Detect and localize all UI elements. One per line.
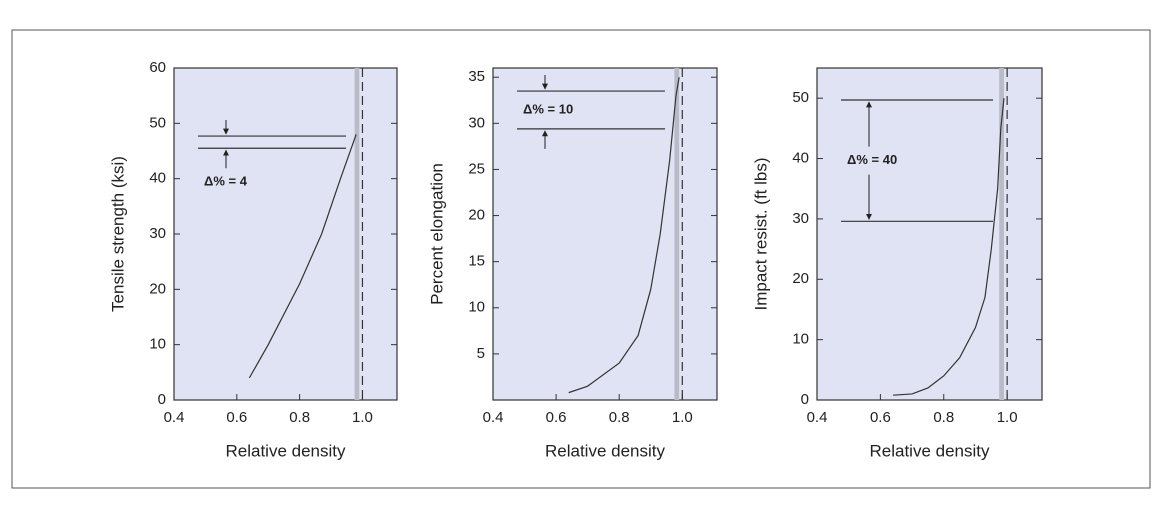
y-axis-label: Percent elongation (427, 163, 446, 305)
x-axis-label: Relative density (545, 441, 666, 460)
density-band (354, 68, 360, 400)
x-tick-label: 0.4 (164, 409, 185, 426)
plot-area (173, 67, 398, 401)
y-tick-label: 30 (468, 114, 485, 131)
y-tick-label: 10 (468, 299, 485, 316)
annotation: Δ% = 4 (204, 174, 248, 189)
y-tick-label: 20 (468, 207, 485, 224)
y-tick-label: 30 (149, 225, 166, 242)
x-tick-label: 0.8 (933, 409, 954, 426)
y-tick-label: 50 (149, 114, 166, 131)
y-tick-label: 30 (792, 210, 809, 227)
y-tick-label: 20 (149, 280, 166, 297)
y-tick-label: 10 (792, 331, 809, 348)
x-tick-label: 0.4 (483, 409, 504, 426)
annotation: Δ% = 10 (523, 101, 573, 116)
plot-area (492, 67, 718, 401)
y-tick-label: 50 (792, 89, 809, 106)
y-tick-label: 0 (158, 391, 166, 408)
y-tick-label: 0 (801, 391, 809, 408)
x-axis-label: Relative density (225, 441, 346, 460)
density-band (999, 68, 1004, 400)
x-tick-label: 0.6 (226, 409, 247, 426)
x-tick-label: 1.0 (997, 409, 1018, 426)
x-axis-label: Relative density (869, 441, 990, 460)
y-tick-label: 15 (468, 253, 485, 270)
y-tick-label: 60 (149, 59, 166, 76)
y-tick-label: 40 (792, 150, 809, 167)
curve (893, 98, 1005, 396)
x-tick-label: 0.8 (289, 409, 310, 426)
y-tick-label: 35 (468, 68, 485, 85)
y-tick-label: 25 (468, 160, 485, 177)
x-tick-label: 0.4 (807, 409, 828, 426)
annotation-bg (845, 151, 900, 169)
y-tick-label: 20 (792, 270, 809, 287)
curve (568, 77, 680, 394)
plot-area (816, 67, 1043, 401)
x-tick-label: 1.0 (352, 409, 373, 426)
x-tick-label: 0.6 (546, 409, 567, 426)
y-tick-label: 40 (149, 170, 166, 187)
x-tick-label: 1.0 (672, 409, 693, 426)
y-axis-label: Tensile strength (ksi) (108, 156, 127, 312)
x-tick-label: 0.8 (609, 409, 630, 426)
y-tick-label: 5 (477, 345, 485, 362)
y-tick-label: 10 (149, 336, 166, 353)
x-tick-label: 0.6 (870, 409, 891, 426)
annotation: Δ% = 40 (847, 152, 897, 167)
density-band (674, 68, 680, 400)
y-axis-label: Impact resist. (ft lbs) (751, 157, 770, 310)
curve (248, 134, 357, 379)
